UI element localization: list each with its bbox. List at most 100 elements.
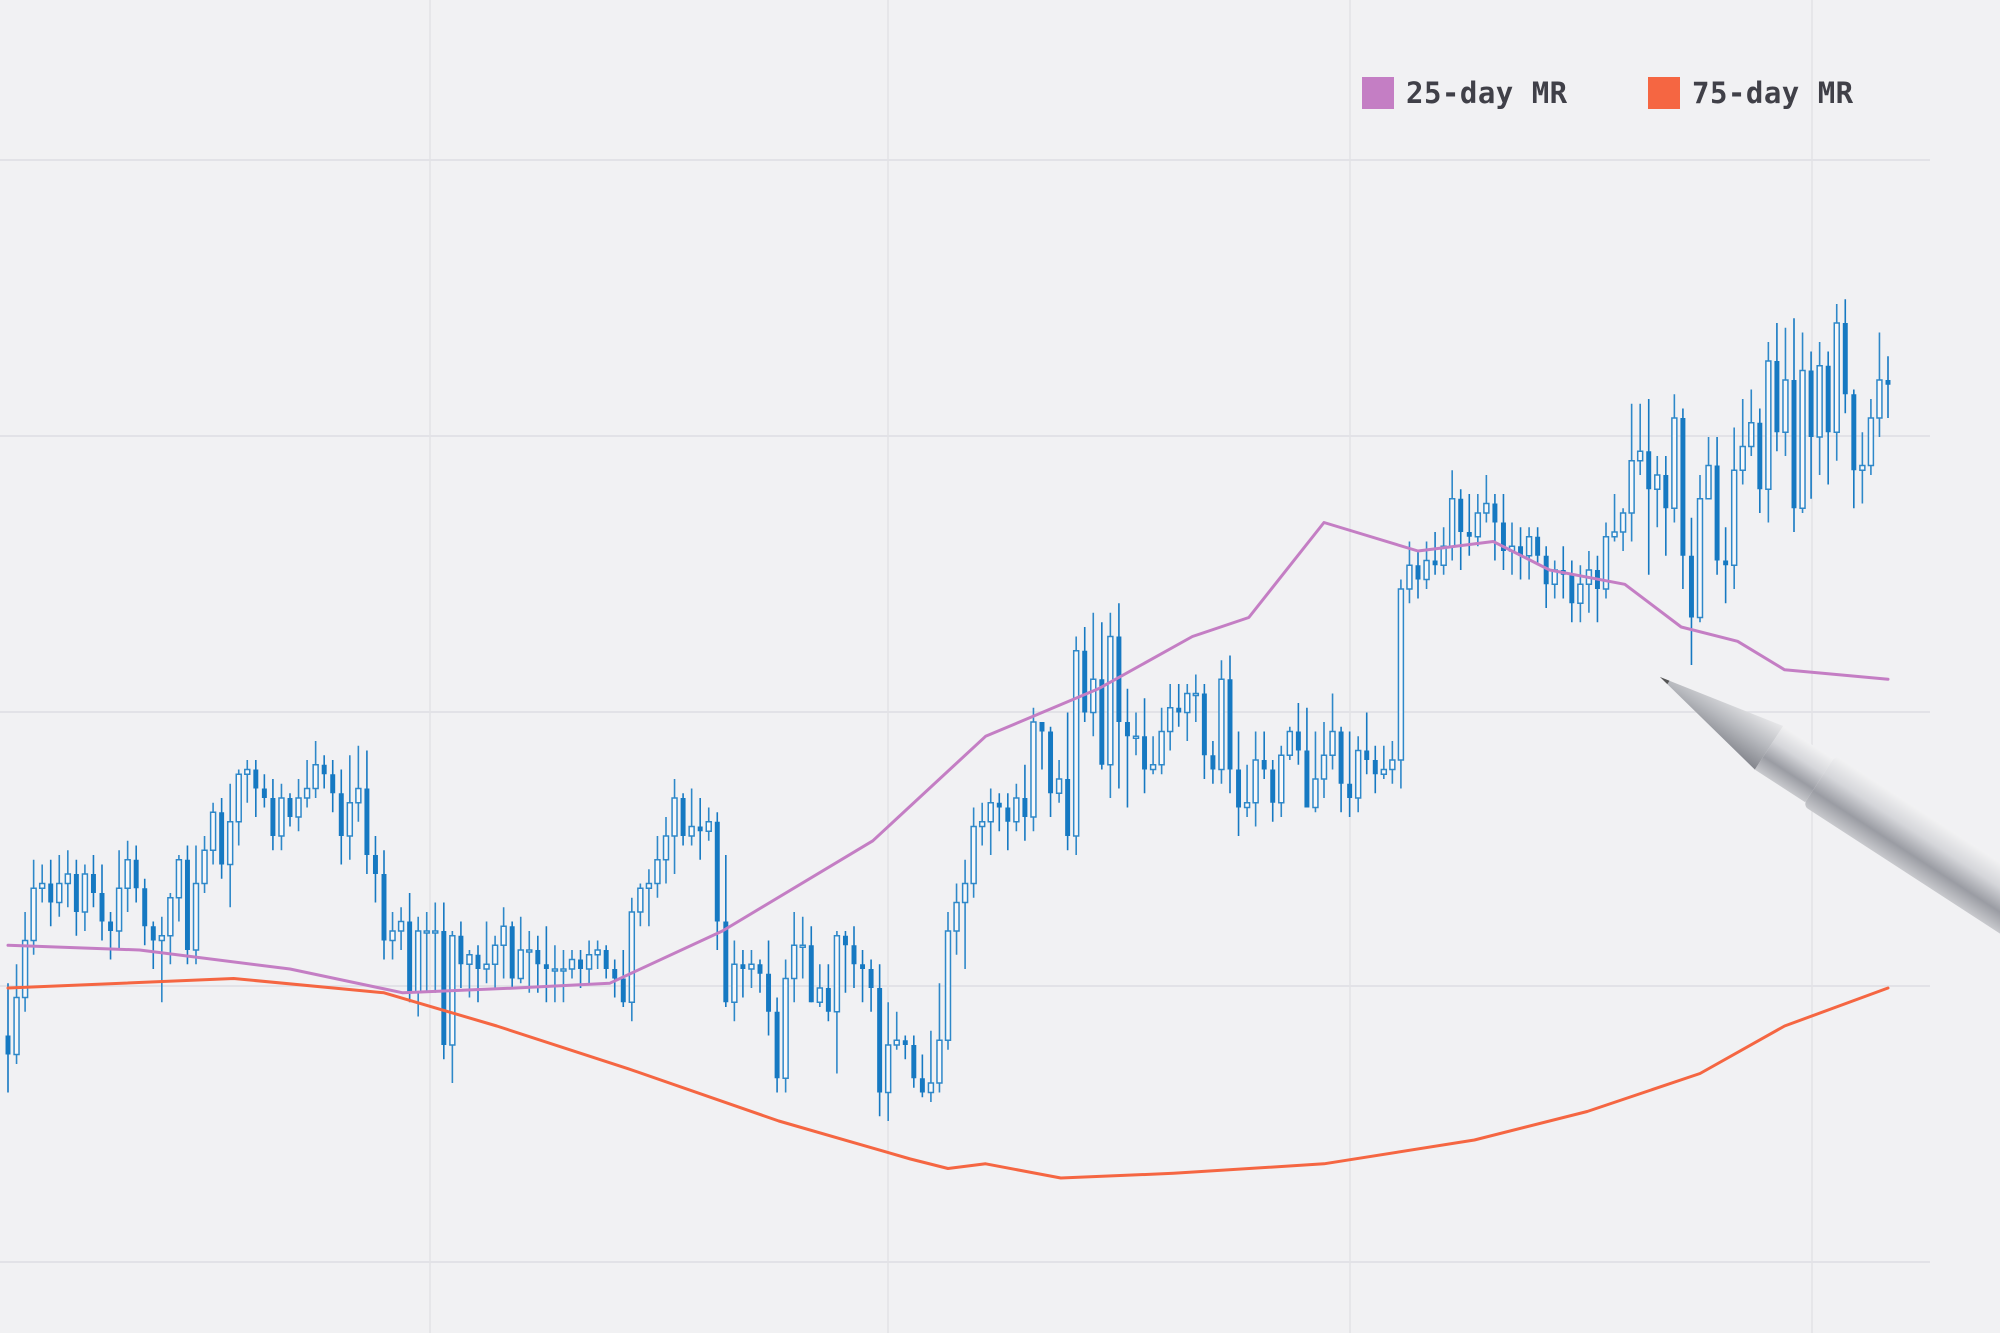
candle-body-up: [466, 954, 473, 965]
candle-body-up: [936, 1039, 943, 1084]
candle-body-up: [1739, 445, 1746, 471]
candle-body-down: [1364, 750, 1370, 760]
candle-body-up: [1380, 768, 1388, 775]
candle-body-down: [338, 793, 344, 836]
candle-body-down: [1714, 465, 1720, 561]
candle-body-down: [1116, 636, 1122, 722]
candle-body-down: [1372, 760, 1378, 775]
candle-body-down: [714, 821, 720, 922]
candle-body-up: [1636, 450, 1644, 462]
candle-body-down: [48, 883, 54, 903]
candle-body-down: [620, 978, 626, 1003]
candle-body-down: [1261, 760, 1267, 770]
candle-body-up: [526, 949, 533, 953]
candle-body-up: [816, 987, 824, 1003]
candle-body-up: [303, 787, 311, 799]
candle-body-up: [1628, 460, 1635, 514]
candle-body-down: [1808, 370, 1814, 437]
candle-body-up: [1166, 707, 1174, 733]
candle-body-down: [1680, 418, 1686, 556]
candle-body-down: [441, 931, 447, 1045]
candle-body-up: [1705, 464, 1712, 500]
candle-body-up: [517, 949, 524, 980]
candle-body-down: [381, 874, 387, 941]
candle-body-down: [774, 1011, 780, 1079]
candle-body-up: [13, 996, 20, 1056]
candle-body-up: [1192, 692, 1200, 697]
candle-body-down: [150, 926, 156, 941]
candle-body-down: [1723, 560, 1729, 566]
candle-body-up: [21, 939, 29, 999]
candle-body-up: [1329, 730, 1336, 756]
candle-body-down: [919, 1078, 925, 1093]
candle-body-up: [893, 1039, 900, 1046]
legend-item-75-day: 75-day MR: [1648, 76, 1854, 110]
candle-body-up: [500, 925, 507, 946]
candle-body-down: [1791, 380, 1797, 509]
candle-body-up: [671, 797, 678, 837]
candle-body-up: [175, 859, 183, 899]
candle-body-up: [1816, 365, 1823, 438]
candle-body-up: [1397, 588, 1405, 761]
candle-body-down: [142, 888, 148, 927]
candle-body-down: [1543, 555, 1549, 585]
candle-body-up: [1030, 721, 1037, 818]
candle-body-down: [1757, 422, 1763, 490]
candle-body-up: [1525, 536, 1533, 557]
candle-body-up: [209, 811, 217, 851]
candle-body-up: [731, 963, 738, 1003]
candle-body-up: [987, 802, 994, 823]
candle-body-down: [364, 788, 370, 855]
candle-body-up: [389, 930, 396, 942]
candle-body-up: [432, 930, 439, 934]
candle-body-up: [1389, 759, 1396, 771]
candle-body-up: [551, 968, 559, 972]
ma-line-75-day: [6, 977, 1890, 1180]
candle-body-down: [1458, 498, 1464, 532]
candle-body-down: [1825, 365, 1831, 433]
candle-body-up: [705, 821, 712, 832]
candle-body-down: [1500, 522, 1506, 551]
candle-body-up: [970, 825, 977, 885]
candle-body-down: [407, 921, 413, 993]
candle-body-up: [1876, 379, 1883, 419]
candle-body-down: [1492, 503, 1498, 523]
candle-body-up: [1782, 379, 1789, 433]
candle-body-up: [30, 887, 37, 942]
candle-body-down: [90, 874, 96, 893]
candle-body-down: [1022, 798, 1028, 817]
candle-body-up: [1286, 730, 1294, 756]
legend-swatch-75-day: [1648, 77, 1680, 109]
candle-body-down: [1415, 565, 1421, 580]
candle-body-up: [167, 897, 174, 937]
candle-body-down: [902, 1040, 908, 1045]
candle-body-up: [645, 882, 653, 889]
candle-body-up: [278, 797, 285, 837]
candle-body-down: [842, 935, 848, 946]
candle-body-up: [414, 930, 422, 994]
candle-body-up: [1158, 730, 1165, 766]
candle-body-up: [38, 882, 46, 889]
candle-body-down: [1227, 679, 1233, 770]
candle-body-up: [1833, 322, 1840, 433]
candle-body-up: [491, 944, 499, 965]
candle-body-up: [1611, 531, 1618, 538]
candle-body-down: [1535, 536, 1541, 556]
candle-body-down: [509, 926, 515, 979]
candle-body-down: [5, 1035, 11, 1055]
candle-body-up: [961, 882, 969, 904]
candle-body-down: [1048, 731, 1054, 794]
candle-body-up: [1252, 759, 1259, 804]
candle-body-up: [1107, 635, 1114, 766]
candle-body-up: [115, 887, 123, 932]
candle-body-up: [483, 963, 490, 970]
candle-body-down: [612, 969, 618, 979]
candle-body-down: [219, 812, 225, 865]
candle-body-up: [1577, 583, 1584, 604]
candle-body-up: [355, 787, 362, 804]
candle-body-down: [1774, 361, 1780, 433]
candle-body-up: [944, 930, 952, 1041]
candle-body-down: [1124, 722, 1130, 737]
